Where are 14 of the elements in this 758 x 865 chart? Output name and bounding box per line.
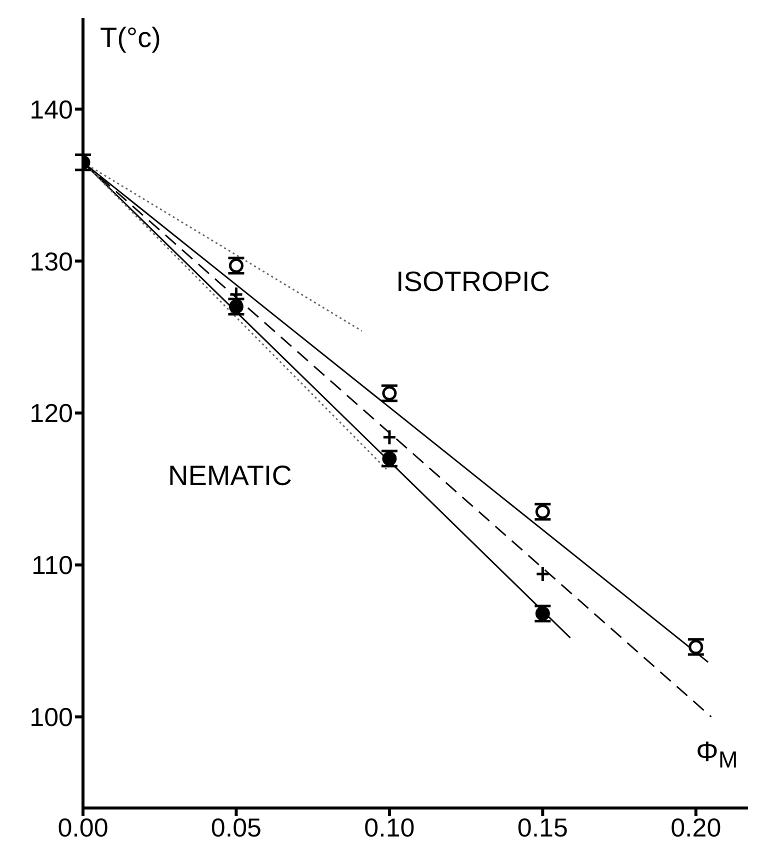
x-tick-label: 0.10 [364,812,415,842]
annotation: ISOTROPIC [396,266,550,298]
y-tick-label: 110 [32,550,73,580]
x-tick-label: 0.15 [517,812,568,842]
y-axis-title: T(°c) [100,22,161,54]
x-axis-title: Φ$_{M}$ [696,736,738,774]
x-tick-label: 0.05 [210,812,262,842]
y-tick-label: 140 [30,94,73,124]
y-tick-label: 120 [30,398,73,428]
x-tick-label: 0.20 [670,812,722,842]
y-tick-label: 130 [30,246,73,276]
annotation: NEMATIC [168,460,292,492]
x-tick-label: 0.00 [58,812,108,842]
y-tick-label: 100 [30,702,73,732]
